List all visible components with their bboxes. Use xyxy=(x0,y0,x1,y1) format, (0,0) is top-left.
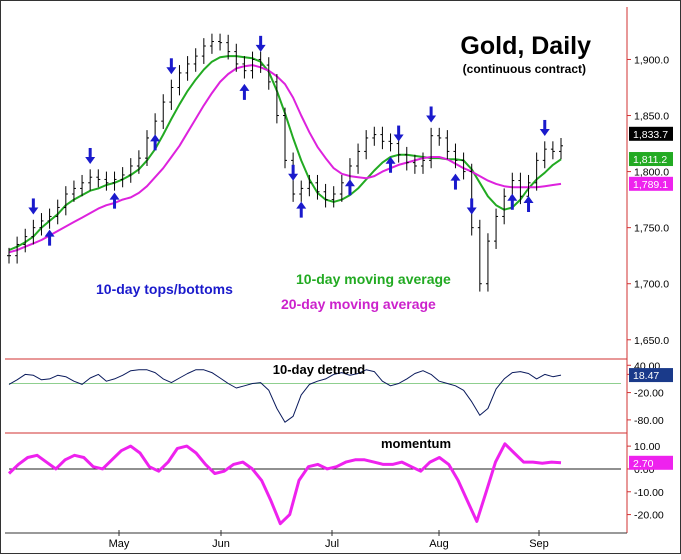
chart-subtitle: (continuous contract) xyxy=(463,62,586,76)
y-tick-label: 10.00 xyxy=(634,441,660,453)
annotation-10day-ma: 10-day moving average xyxy=(296,271,451,287)
top-marker-head xyxy=(393,134,404,142)
bottom-marker-head xyxy=(507,193,518,201)
chart-title: Gold, Daily xyxy=(460,32,591,60)
last-value-label: 1,833.7 xyxy=(633,129,668,141)
y-tick-label: -80.00 xyxy=(634,415,664,427)
x-tick-label: May xyxy=(109,538,130,550)
bottom-marker-head xyxy=(150,134,161,142)
last-value-label: 18.47 xyxy=(633,370,659,382)
last-value-box xyxy=(629,152,673,167)
momentum-line xyxy=(7,442,562,526)
last-value-box xyxy=(629,126,673,141)
top-marker-head xyxy=(466,207,477,215)
top-marker-head xyxy=(28,207,39,215)
y-tick-label: 1,850.0 xyxy=(634,111,669,123)
bottom-marker-head xyxy=(239,83,250,91)
bottom-marker-head xyxy=(344,179,355,187)
20-day-moving-average-line xyxy=(8,64,562,254)
y-tick-label: 1,650.0 xyxy=(634,335,669,347)
y-tick-label: -20.00 xyxy=(634,388,664,400)
value-label-layer: 1,833.7 1,811.2 1,789.1 18.47 2.70 xyxy=(629,126,673,470)
last-value-box xyxy=(629,368,673,383)
x-tick-label: Aug xyxy=(429,538,449,550)
x-tick-label: Jun xyxy=(212,538,230,550)
top-marker-head xyxy=(166,67,177,75)
x-tick-label: Sep xyxy=(529,538,549,550)
annotation-20day-ma: 20-day moving average xyxy=(281,296,436,312)
y-tick-label: -10.00 xyxy=(634,487,664,499)
last-value-label: 1,789.1 xyxy=(633,179,668,191)
top-marker-head xyxy=(85,156,96,164)
y-tick-label: 1,700.0 xyxy=(634,279,669,291)
bottom-marker-head xyxy=(450,173,461,181)
top-marker-head xyxy=(539,128,550,136)
top-marker-head xyxy=(426,115,437,123)
y-tick-label: 1,900.0 xyxy=(634,54,669,66)
y-tick-label: -20.00 xyxy=(634,510,664,522)
x-tick-label: Jul xyxy=(325,538,339,550)
top-marker-head xyxy=(255,44,266,52)
bottom-marker-head xyxy=(109,192,120,200)
bottom-marker-head xyxy=(44,229,55,237)
bottom-marker-head xyxy=(385,156,396,164)
panel-label-momentum: momentum xyxy=(381,436,451,451)
last-value-label: 2.70 xyxy=(633,458,654,470)
marker-layer xyxy=(28,35,550,246)
bottom-marker-head xyxy=(296,201,307,209)
y-tick-label: 1,800.0 xyxy=(634,167,669,179)
top-marker-head xyxy=(288,173,299,181)
bottom-marker-head xyxy=(523,196,534,204)
10-day-detrend-line xyxy=(8,369,562,423)
annotation-tops-bottoms: 10-day tops/bottoms xyxy=(96,281,233,297)
last-value-box xyxy=(629,455,673,470)
panel-label-detrend: 10-day detrend xyxy=(273,362,366,377)
y-tick-label: 1,750.0 xyxy=(634,223,669,235)
grid-layer xyxy=(5,358,627,470)
last-value-label: 1,811.2 xyxy=(633,154,667,166)
series-layer xyxy=(7,33,563,526)
last-value-box xyxy=(629,176,673,191)
